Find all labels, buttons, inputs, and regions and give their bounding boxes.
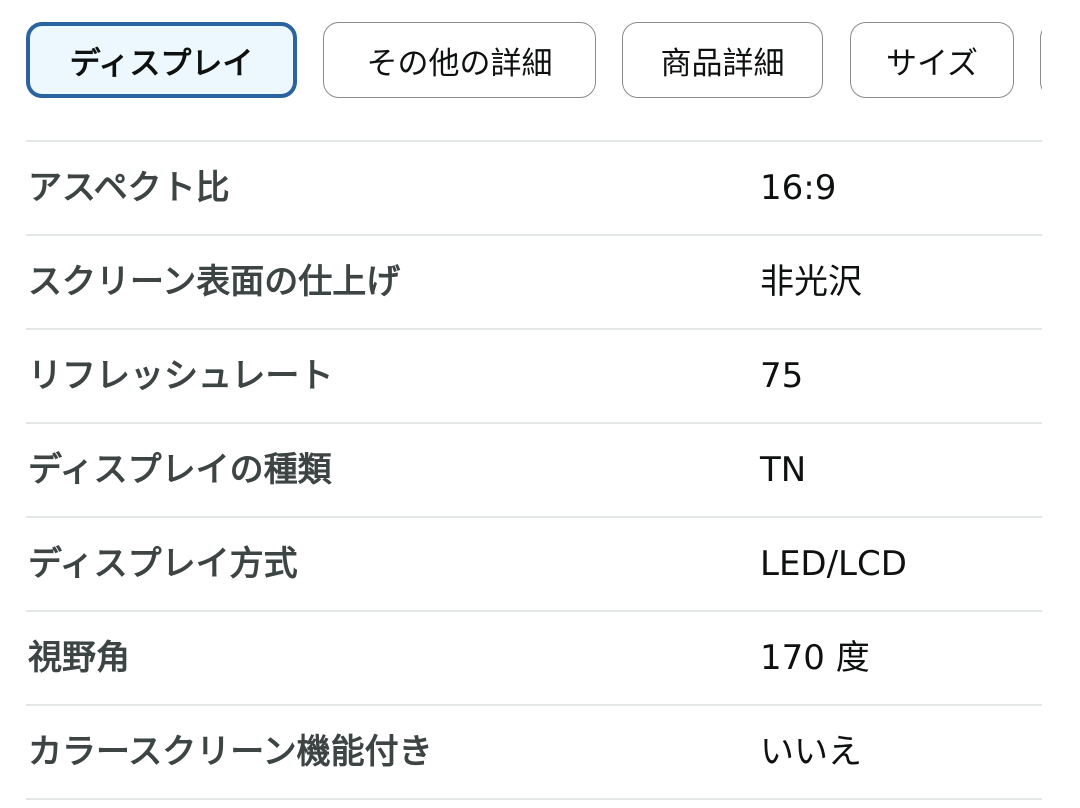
row-value: 16:9 — [760, 168, 837, 208]
row-value: 非光沢 — [760, 262, 862, 302]
table-row: 視野角 170 度 — [26, 610, 1042, 704]
row-value: いいえ — [760, 732, 862, 772]
tab-next-partial[interactable] — [1040, 22, 1042, 98]
row-value: TN — [760, 450, 807, 490]
table-row: カラースクリーン機能付き いいえ — [26, 704, 1042, 800]
row-label: アスペクト比 — [28, 168, 230, 208]
row-label: カラースクリーン機能付き — [28, 732, 433, 772]
row-label: リフレッシュレート — [28, 356, 334, 396]
row-value: 75 — [760, 356, 804, 396]
row-label: 視野角 — [28, 638, 130, 678]
row-label: スクリーン表面の仕上げ — [28, 262, 401, 302]
table-row: リフレッシュレート 75 — [26, 328, 1042, 422]
table-row: ディスプレイ方式 LED/LCD — [26, 516, 1042, 610]
tab-size[interactable]: サイズ — [850, 22, 1014, 98]
row-label: ディスプレイの種類 — [28, 450, 332, 490]
tab-bar: ディスプレイ その他の詳細 商品詳細 サイズ — [26, 22, 1042, 100]
row-label: ディスプレイ方式 — [28, 544, 298, 584]
table-row: アスペクト比 16:9 — [26, 140, 1042, 234]
tab-other-details[interactable]: その他の詳細 — [323, 22, 596, 98]
row-value: 170 度 — [760, 638, 870, 678]
tab-product-details[interactable]: 商品詳細 — [622, 22, 823, 98]
tab-display[interactable]: ディスプレイ — [26, 22, 297, 98]
row-value: LED/LCD — [760, 544, 907, 584]
spec-table: アスペクト比 16:9 スクリーン表面の仕上げ 非光沢 リフレッシュレート 75 ディ… — [26, 140, 1042, 800]
table-row: スクリーン表面の仕上げ 非光沢 — [26, 234, 1042, 328]
table-row: ディスプレイの種類 TN — [26, 422, 1042, 516]
